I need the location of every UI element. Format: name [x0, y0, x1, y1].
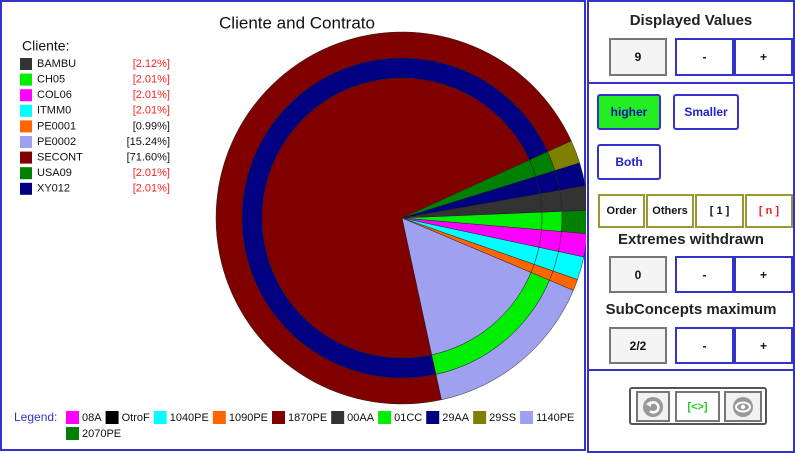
legend-label: XY012 — [37, 183, 70, 195]
legend-label: 29SS — [489, 412, 516, 424]
legend-value: [2.12%] — [133, 58, 170, 70]
legend-value: [15.24%] — [127, 136, 170, 148]
pie-slice — [401, 217, 532, 356]
legend-swatch — [20, 182, 32, 195]
legend-value: [2.01%] — [133, 167, 170, 179]
contrato-legend-title: Legend: — [14, 410, 57, 424]
legend-label: PE0001 — [37, 120, 76, 132]
section-title: Displayed Values — [629, 12, 753, 29]
legend-label: 01CC — [394, 412, 422, 424]
legend-value: [2.01%] — [133, 105, 170, 117]
legend-swatch — [20, 58, 32, 70]
undo-icon — [643, 396, 663, 417]
legend-label: PE0002 — [37, 136, 76, 148]
legend-label: 1870PE — [288, 412, 327, 424]
legend-value: [71.60%] — [127, 152, 170, 164]
legend-swatch — [20, 120, 32, 133]
legend-label: ITMM0 — [37, 105, 71, 117]
legend-value: [2.01%] — [133, 183, 170, 195]
legend-value: [2.01%] — [133, 74, 170, 86]
n-button[interactable]: [ n ] — [745, 194, 793, 228]
smaller-button[interactable]: Smaller — [673, 94, 739, 130]
toggle-button[interactable]: [<>] — [675, 391, 720, 422]
legend-swatch — [520, 411, 534, 424]
legend-swatch — [20, 136, 32, 148]
section-title: Extremes withdrawn — [618, 231, 764, 248]
ring-segment — [561, 210, 586, 234]
legend-swatch — [212, 411, 226, 424]
legend-title: Cliente: — [22, 38, 69, 54]
order-button[interactable]: Order — [598, 194, 645, 228]
plus-button[interactable]: + — [734, 38, 793, 76]
minus-button[interactable]: - — [675, 38, 734, 76]
control-panel: Displayed Values 9 - + higher Smaller Bo… — [587, 0, 795, 453]
separator — [589, 369, 793, 371]
undo-button[interactable] — [636, 391, 670, 422]
legend-swatch — [20, 151, 32, 164]
legend-swatch — [20, 167, 32, 180]
legend-label: 08A — [82, 412, 102, 424]
value-box: 0 — [609, 256, 667, 293]
legend-value: [0.99%] — [133, 120, 170, 132]
legend-label: 1140PE — [536, 412, 574, 424]
legend-label: OtroF — [122, 412, 150, 424]
legend-swatch — [66, 427, 79, 440]
legend-label: CH05 — [37, 74, 65, 86]
legend-swatch — [20, 104, 32, 117]
view-button[interactable] — [724, 391, 762, 422]
legend-label: COL06 — [37, 89, 72, 101]
legend-swatch — [426, 411, 440, 424]
value-box: 9 — [609, 38, 667, 76]
toolbar — [629, 387, 767, 425]
value-box: 2/2 — [609, 327, 667, 364]
eye-icon — [733, 396, 753, 417]
legend-swatch — [20, 73, 32, 86]
legend-swatch — [20, 89, 32, 102]
legend-swatch — [272, 411, 286, 424]
legend-swatch — [105, 411, 119, 424]
minus-button[interactable]: - — [675, 327, 734, 364]
legend-swatch — [66, 411, 79, 424]
legend-label: 00AA — [347, 412, 375, 424]
legend-value: [2.01%] — [133, 89, 170, 101]
chart-title: Cliente and Contrato — [219, 13, 375, 32]
higher-button[interactable]: higher — [597, 94, 661, 130]
plus-button[interactable]: + — [734, 327, 793, 364]
legend-label: 1090PE — [229, 412, 268, 424]
minus-button[interactable]: - — [675, 256, 734, 293]
legend-label: SECONT — [37, 152, 83, 164]
legend-label: USA09 — [37, 167, 72, 179]
legend-label: 1040PE — [170, 412, 209, 424]
legend-label: 2070PE — [82, 428, 121, 440]
legend-swatch — [378, 411, 392, 424]
one-button[interactable]: [ 1 ] — [695, 194, 744, 228]
plus-button[interactable]: + — [734, 256, 793, 293]
pie-slice — [401, 176, 541, 219]
others-button[interactable]: Others — [646, 194, 694, 228]
section-title: SubConcepts maximum — [605, 301, 777, 318]
both-button[interactable]: Both — [597, 144, 661, 180]
legend-swatch — [331, 411, 345, 424]
ring-segment — [541, 211, 563, 232]
ring-segment — [539, 189, 563, 213]
legend-swatch — [153, 411, 167, 424]
legend-label: BAMBU — [37, 58, 76, 70]
separator — [589, 82, 793, 84]
chart-panel: Cliente and Contrato Cliente: Legend: BA… — [0, 0, 586, 451]
legend-label: 29AA — [442, 412, 470, 424]
pie-slice — [261, 77, 530, 359]
legend-swatch — [473, 411, 487, 424]
